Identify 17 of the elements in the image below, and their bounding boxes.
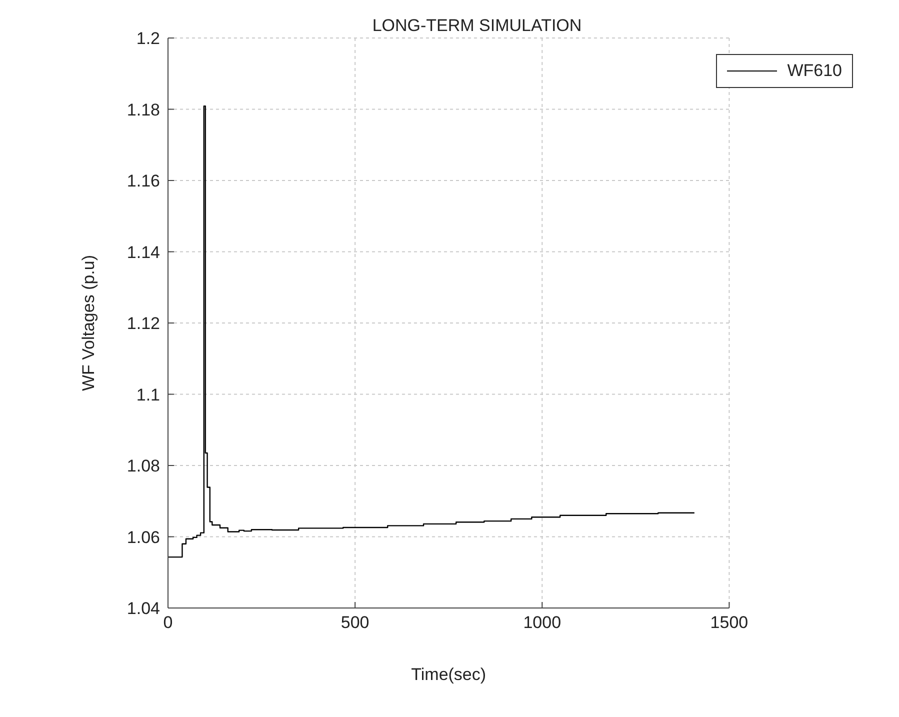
x-tick-label: 0: [163, 613, 173, 632]
y-tick-label: 1.1: [136, 385, 160, 404]
y-tick-label: 1.12: [126, 314, 160, 334]
legend-label: WF610: [787, 61, 842, 81]
y-axis-title: WF Voltages (p.u): [79, 254, 98, 392]
y-tick-label: 1.08: [126, 456, 160, 476]
x-tick-label: 500: [340, 613, 370, 632]
y-tick-label: 1.16: [126, 172, 160, 191]
y-tick-label: 1.18: [126, 100, 160, 120]
y-tick-label: 1.04: [126, 599, 160, 618]
y-tick-label: 1.14: [126, 242, 160, 262]
y-tick-label: 1.2: [136, 29, 160, 48]
x-tick-label: 1500: [710, 613, 748, 632]
y-tick-label: 1.06: [126, 528, 160, 547]
x-axis-title: Time(sec): [411, 665, 486, 684]
chart-title: LONG-TERM SIMULATION: [372, 16, 582, 35]
x-tick-label: 1000: [523, 613, 562, 632]
